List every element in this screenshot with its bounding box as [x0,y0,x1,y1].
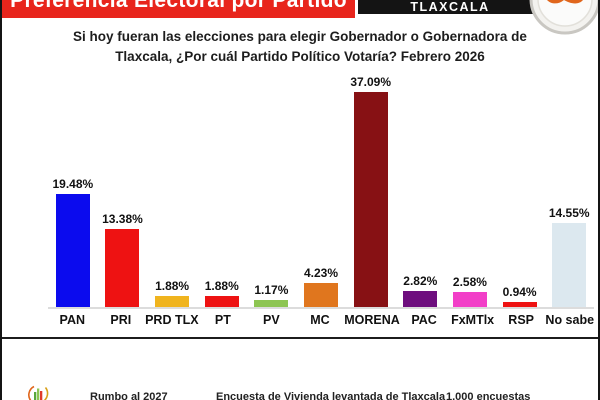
category-label: PT [214,313,231,327]
survey-question-line2: Tlaxcala, ¿Por cuál Partido Político Vot… [115,49,485,64]
bar-column-mc: 4.23% [296,265,346,307]
bar-value-label: 2.58% [452,275,487,289]
bar-value-label: 1.88% [155,279,190,294]
bar-column-pac: 2.82% [395,274,445,307]
tlaxcala-state-logo-icon [529,0,598,40]
survey-question-line1: Si hoy fueran las elecciones para elegir… [73,29,527,44]
bar [552,222,587,307]
bar [105,229,140,307]
page-title: Preferencia Electoral por Partido [10,0,347,12]
bar [304,282,339,307]
bar-column-no-sabe: 14.55% [544,206,594,307]
bar [403,290,438,307]
bar [155,296,190,307]
category-label: RSP [508,313,534,327]
bar-column-morena: 37.09% [346,75,396,307]
footer-right-text: 1,000 encuestas [446,391,531,400]
bar-value-label: 14.55% [548,205,590,220]
bar-chart: 19.48% 13.38% 1.88% 1.88% 1.17% 4.23% 37.09% 2.… [48,52,594,309]
bar [353,91,388,307]
bar-value-label: 0.94% [502,284,537,299]
bar-value-label: 37.09% [350,74,392,89]
bar-value-label: 4.23% [304,265,339,280]
bar-column-pv: 1.17% [247,283,297,307]
bar-column-rsp: 0.94% [495,284,545,307]
category-label: PRD TLX [145,313,199,327]
bar-value-label: 1.17% [254,283,289,298]
category-label: PAN [59,313,85,327]
bar-column-pan: 19.48% [48,177,98,307]
category-label: MC [310,313,330,327]
bar [55,194,90,307]
bar [502,301,537,307]
region-badge: TLAXCALA [410,0,490,14]
category-label: PRI [110,313,132,327]
bar-column-pt: 1.88% [197,279,247,307]
region-banner: TLAXCALA [358,0,542,14]
category-label: PV [263,313,280,327]
bar [204,296,239,307]
survey-question: Si hoy fueran las elecciones para elegir… [22,27,578,67]
bar-column-prd-tlx: 1.88% [147,279,197,307]
bar [254,300,289,307]
bar-column-pri: 13.38% [98,212,148,307]
footer-center-text: Encuesta de Vivienda levantada de Tlaxca… [216,391,446,400]
bar-value-label: 13.38% [102,212,143,227]
category-label: MORENA [344,313,400,327]
bar-value-label: 1.88% [204,279,239,294]
bar [452,292,487,307]
category-label: PAC [411,313,437,327]
bar-column-fxmtlx: 2.58% [445,275,495,307]
title-banner: Preferencia Electoral por Partido [2,0,355,18]
category-label: No sabe [545,313,595,327]
footer-left-text: Rumbo al 2027 [90,391,168,400]
pollster-logo-icon [26,382,50,400]
category-label: FxMTlx [451,313,495,327]
footer-divider [2,337,598,339]
bar-value-label: 19.48% [52,177,94,191]
bar-value-label: 2.82% [403,273,438,288]
bar-chart-category-axis: PAN PRI PRD TLX PT PV MC MORENA PAC FxMTlx RSP No … [48,313,595,327]
